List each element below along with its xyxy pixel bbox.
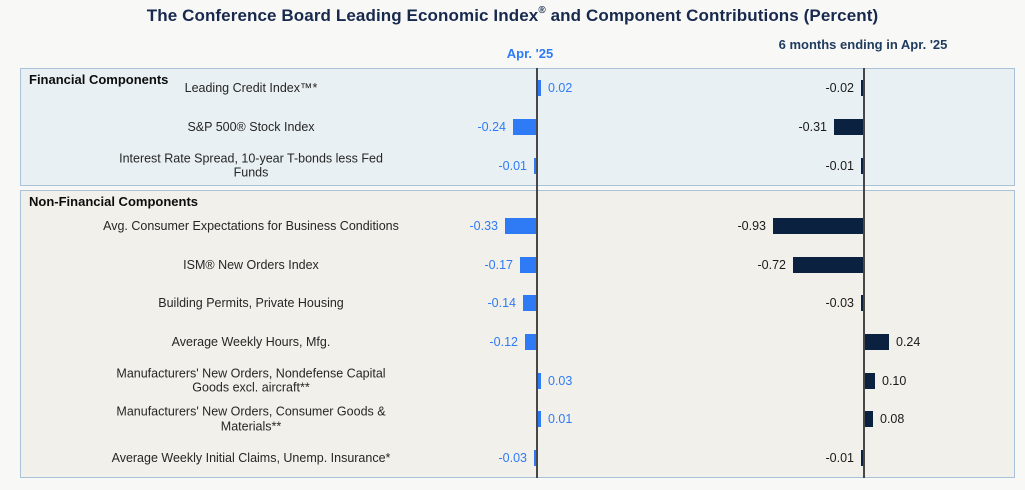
component-row: Average Weekly Hours, Mfg. -0.12 0.24	[21, 323, 1014, 362]
component-row: Leading Credit Index™* 0.02 -0.02	[21, 69, 1014, 108]
component-row: ISM® New Orders Index -0.17 -0.72	[21, 246, 1014, 285]
component-row: Interest Rate Spread, 10-year T-bonds le…	[21, 146, 1014, 185]
six-month-value: 0.24	[896, 335, 921, 350]
apr25-value: 0.01	[548, 412, 573, 427]
non-financial-rows: Avg. Consumer Expectations for Business …	[21, 207, 1014, 477]
column-header-apr25: Apr. '25	[506, 46, 554, 61]
six-month-bar	[834, 119, 864, 135]
apr25-bar	[520, 256, 537, 273]
six-month-bar	[865, 372, 875, 389]
financial-components-heading: Financial Components	[29, 72, 169, 87]
component-label: Building Permits, Private Housing	[158, 296, 344, 311]
six-month-bar	[865, 411, 873, 428]
component-label: Average Weekly Hours, Mfg.	[171, 334, 331, 349]
six-month-value: -0.01	[825, 158, 855, 173]
six-month-value: 0.08	[880, 412, 905, 427]
six-month-value: -0.01	[825, 450, 855, 465]
component-row: Manufacturers' New Orders, Nondefense Ca…	[21, 361, 1014, 400]
component-label: Leading Credit Index™*	[184, 81, 318, 96]
component-row: S&P 500® Stock Index -0.24 -0.31	[21, 108, 1014, 147]
apr25-bar	[534, 157, 537, 174]
registered-trademark-symbol: ®	[538, 5, 546, 17]
financial-rows: Leading Credit Index™* 0.02 -0.02 S&P 500® …	[21, 69, 1014, 185]
apr25-value: -0.24	[477, 120, 507, 134]
component-label: Manufacturers' New Orders, Nondefense Ca…	[116, 366, 386, 395]
apr25-bar	[513, 119, 537, 135]
apr25-bar	[505, 218, 537, 235]
apr25-value: -0.17	[484, 257, 514, 272]
apr25-bar	[538, 411, 541, 428]
six-month-bar	[861, 295, 864, 312]
apr25-value: -0.12	[489, 335, 519, 350]
apr25-value: -0.14	[487, 296, 517, 311]
six-month-value: 0.10	[882, 373, 907, 388]
component-row: Average Weekly Initial Claims, Unemp. In…	[21, 438, 1014, 477]
component-label: Interest Rate Spread, 10-year T-bonds le…	[119, 151, 383, 180]
apr25-value: 0.02	[548, 81, 573, 96]
six-month-bar	[793, 256, 864, 273]
six-month-value: -0.72	[757, 257, 787, 272]
six-month-value: -0.93	[737, 219, 767, 234]
component-label: Average Weekly Initial Claims, Unemp. In…	[111, 450, 391, 465]
six-month-bar	[861, 80, 864, 97]
financial-components-panel: Financial Components Leading Credit Inde…	[20, 68, 1015, 186]
component-label: Manufacturers' New Orders, Consumer Good…	[116, 404, 386, 434]
chart-title: The Conference Board Leading Economic In…	[0, 5, 1025, 26]
component-label: Avg. Consumer Expectations for Business …	[103, 219, 399, 234]
apr25-bar	[523, 295, 537, 312]
six-month-bar	[861, 157, 864, 174]
non-financial-components-panel: Non-Financial Components Avg. Consumer E…	[20, 190, 1015, 478]
six-month-value: -0.31	[798, 120, 828, 134]
component-label: S&P 500® Stock Index	[187, 119, 315, 134]
six-month-value: -0.03	[825, 296, 855, 311]
apr25-bar	[534, 449, 537, 466]
apr25-zero-axis-line	[536, 68, 538, 478]
apr25-bar	[538, 372, 541, 389]
six-month-bar	[861, 449, 864, 466]
apr25-value: -0.03	[498, 450, 528, 465]
chart-title-suffix: and Component Contributions (Percent)	[545, 6, 879, 25]
component-row: Manufacturers' New Orders, Consumer Good…	[21, 400, 1014, 439]
six-month-value: -0.02	[825, 81, 855, 96]
six-month-bar	[773, 218, 864, 235]
six-month-zero-axis-line	[863, 68, 865, 478]
apr25-value: -0.33	[469, 219, 499, 234]
component-label: ISM® New Orders Index	[183, 257, 319, 272]
apr25-value: 0.03	[548, 373, 573, 388]
apr25-bar	[525, 334, 537, 351]
component-row: Building Permits, Private Housing -0.14 -0…	[21, 284, 1014, 323]
apr25-bar	[538, 80, 541, 97]
chart-title-text: The Conference Board Leading Economic In…	[146, 6, 539, 25]
six-month-bar	[865, 334, 889, 351]
apr25-value: -0.01	[498, 158, 528, 173]
non-financial-components-heading: Non-Financial Components	[29, 194, 198, 209]
component-row: Avg. Consumer Expectations for Business …	[21, 207, 1014, 246]
column-header-six-months: 6 months ending in Apr. '25	[778, 37, 948, 52]
